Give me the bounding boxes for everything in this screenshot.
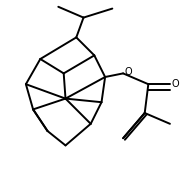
Text: O: O — [125, 66, 132, 77]
Text: O: O — [172, 79, 179, 89]
